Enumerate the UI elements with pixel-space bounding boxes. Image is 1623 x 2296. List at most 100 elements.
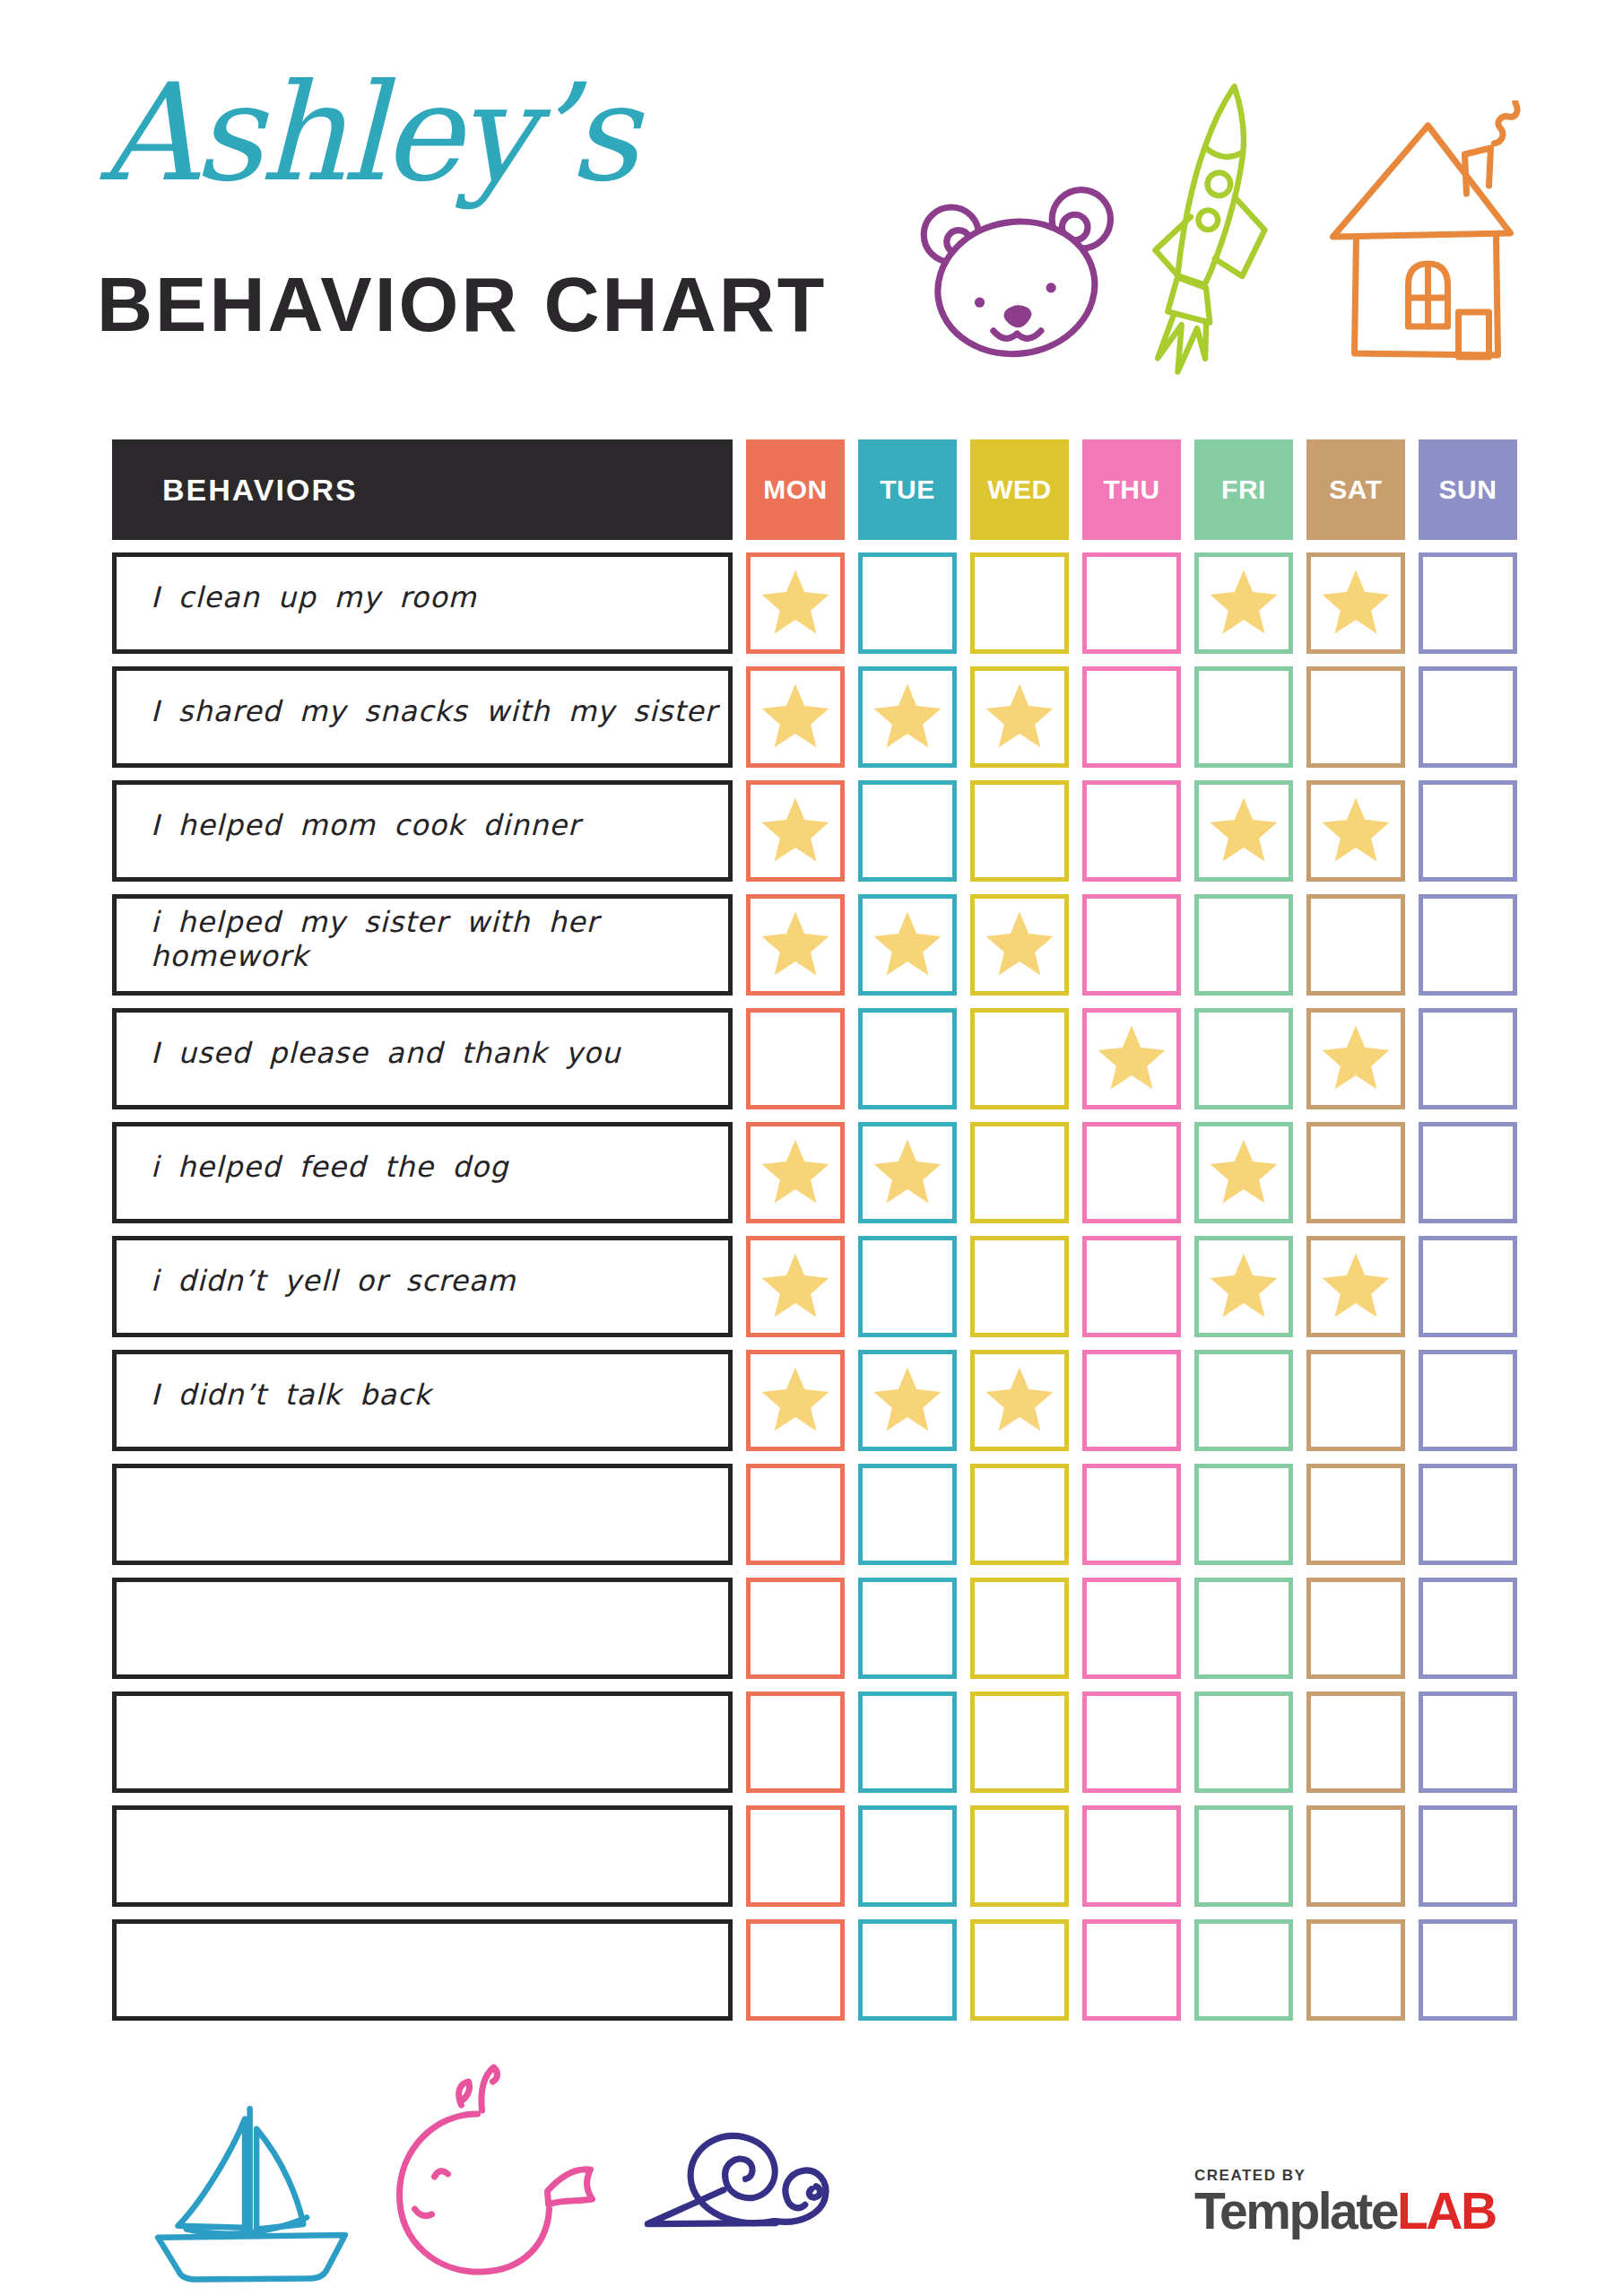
day-cell-wed[interactable] [970, 552, 1069, 654]
day-cell-wed[interactable] [970, 780, 1069, 882]
day-cell-tue[interactable] [858, 1122, 957, 1223]
day-cell-fri[interactable] [1194, 1692, 1293, 1793]
day-cell-mon[interactable] [746, 894, 845, 996]
day-cell-mon[interactable] [746, 1464, 845, 1565]
day-cell-tue[interactable] [858, 1578, 957, 1679]
day-cell-sun[interactable] [1419, 894, 1517, 996]
day-cell-sat[interactable] [1306, 666, 1405, 768]
day-cell-thu[interactable] [1082, 780, 1181, 882]
day-cell-thu[interactable] [1082, 1919, 1181, 2021]
day-cell-wed[interactable] [970, 1236, 1069, 1337]
day-cell-sat[interactable] [1306, 552, 1405, 654]
day-header-tue: TUE [858, 439, 957, 540]
day-cell-tue[interactable] [858, 1236, 957, 1337]
behavior-label: i didn’t yell or scream [112, 1236, 733, 1337]
day-cell-wed[interactable] [970, 666, 1069, 768]
day-cell-fri[interactable] [1194, 1236, 1293, 1337]
star-icon [760, 798, 830, 865]
day-cell-fri[interactable] [1194, 780, 1293, 882]
day-cell-sat[interactable] [1306, 1350, 1405, 1451]
day-cell-fri[interactable] [1194, 1578, 1293, 1679]
day-cell-mon[interactable] [746, 780, 845, 882]
day-cell-sun[interactable] [1419, 666, 1517, 768]
day-cell-mon[interactable] [746, 1919, 845, 2021]
day-cell-thu[interactable] [1082, 1692, 1181, 1793]
day-cell-wed[interactable] [970, 1122, 1069, 1223]
day-cell-wed[interactable] [970, 1805, 1069, 1907]
day-cell-wed[interactable] [970, 1692, 1069, 1793]
day-cell-sun[interactable] [1419, 780, 1517, 882]
day-cell-sun[interactable] [1419, 1692, 1517, 1793]
day-cell-fri[interactable] [1194, 1122, 1293, 1223]
day-cell-thu[interactable] [1082, 1464, 1181, 1565]
day-cell-thu[interactable] [1082, 1008, 1181, 1109]
day-cell-sat[interactable] [1306, 894, 1405, 996]
day-cell-fri[interactable] [1194, 1805, 1293, 1907]
day-cell-sat[interactable] [1306, 1122, 1405, 1223]
day-cell-sun[interactable] [1419, 1578, 1517, 1679]
day-cell-wed[interactable] [970, 1350, 1069, 1451]
day-cell-tue[interactable] [858, 1919, 957, 2021]
day-cell-sat[interactable] [1306, 1008, 1405, 1109]
day-cell-thu[interactable] [1082, 1236, 1181, 1337]
day-cell-thu[interactable] [1082, 552, 1181, 654]
day-cell-thu[interactable] [1082, 1578, 1181, 1679]
day-cell-wed[interactable] [970, 894, 1069, 996]
day-cell-wed[interactable] [970, 1008, 1069, 1109]
day-cell-fri[interactable] [1194, 1008, 1293, 1109]
day-cell-sun[interactable] [1419, 1122, 1517, 1223]
day-cell-fri[interactable] [1194, 1350, 1293, 1451]
day-cell-mon[interactable] [746, 1692, 845, 1793]
day-cell-mon[interactable] [746, 1122, 845, 1223]
day-cell-mon[interactable] [746, 666, 845, 768]
day-cell-sun[interactable] [1419, 1464, 1517, 1565]
behaviors-header: BEHAVIORS [112, 439, 733, 540]
day-cell-sun[interactable] [1419, 1236, 1517, 1337]
day-cell-mon[interactable] [746, 1236, 845, 1337]
day-cell-sat[interactable] [1306, 1236, 1405, 1337]
day-cell-tue[interactable] [858, 1805, 957, 1907]
day-cell-fri[interactable] [1194, 666, 1293, 768]
day-cell-fri[interactable] [1194, 552, 1293, 654]
day-cell-tue[interactable] [858, 666, 957, 768]
day-cell-tue[interactable] [858, 1008, 957, 1109]
day-cell-tue[interactable] [858, 1464, 957, 1565]
day-cell-wed[interactable] [970, 1464, 1069, 1565]
day-cell-tue[interactable] [858, 1692, 957, 1793]
day-cell-sat[interactable] [1306, 1919, 1405, 2021]
day-cell-tue[interactable] [858, 780, 957, 882]
day-cell-fri[interactable] [1194, 894, 1293, 996]
day-cell-tue[interactable] [858, 894, 957, 996]
day-cell-thu[interactable] [1082, 1122, 1181, 1223]
day-cell-mon[interactable] [746, 1578, 845, 1679]
day-cell-sat[interactable] [1306, 1805, 1405, 1907]
day-cell-mon[interactable] [746, 1008, 845, 1109]
day-cell-mon[interactable] [746, 552, 845, 654]
day-cell-sat[interactable] [1306, 1464, 1405, 1565]
day-cell-sun[interactable] [1419, 1805, 1517, 1907]
day-cell-thu[interactable] [1082, 666, 1181, 768]
behavior-label [112, 1578, 733, 1679]
day-cell-sat[interactable] [1306, 1692, 1405, 1793]
day-cell-fri[interactable] [1194, 1919, 1293, 2021]
day-cell-sat[interactable] [1306, 1578, 1405, 1679]
day-cell-sun[interactable] [1419, 552, 1517, 654]
day-cell-thu[interactable] [1082, 1350, 1181, 1451]
day-cell-sun[interactable] [1419, 1919, 1517, 2021]
day-cell-wed[interactable] [970, 1578, 1069, 1679]
day-cell-tue[interactable] [858, 552, 957, 654]
day-cell-wed[interactable] [970, 1919, 1069, 2021]
day-cell-fri[interactable] [1194, 1464, 1293, 1565]
day-cell-tue[interactable] [858, 1350, 957, 1451]
star-icon [1209, 570, 1279, 637]
day-cell-sun[interactable] [1419, 1350, 1517, 1451]
behavior-label: I clean up my room [112, 552, 733, 654]
day-cell-mon[interactable] [746, 1805, 845, 1907]
day-header-wed: WED [970, 439, 1069, 540]
day-cell-sun[interactable] [1419, 1008, 1517, 1109]
day-cell-mon[interactable] [746, 1350, 845, 1451]
day-cell-sat[interactable] [1306, 780, 1405, 882]
day-cell-thu[interactable] [1082, 894, 1181, 996]
day-cell-thu[interactable] [1082, 1805, 1181, 1907]
star-icon [760, 1140, 830, 1206]
